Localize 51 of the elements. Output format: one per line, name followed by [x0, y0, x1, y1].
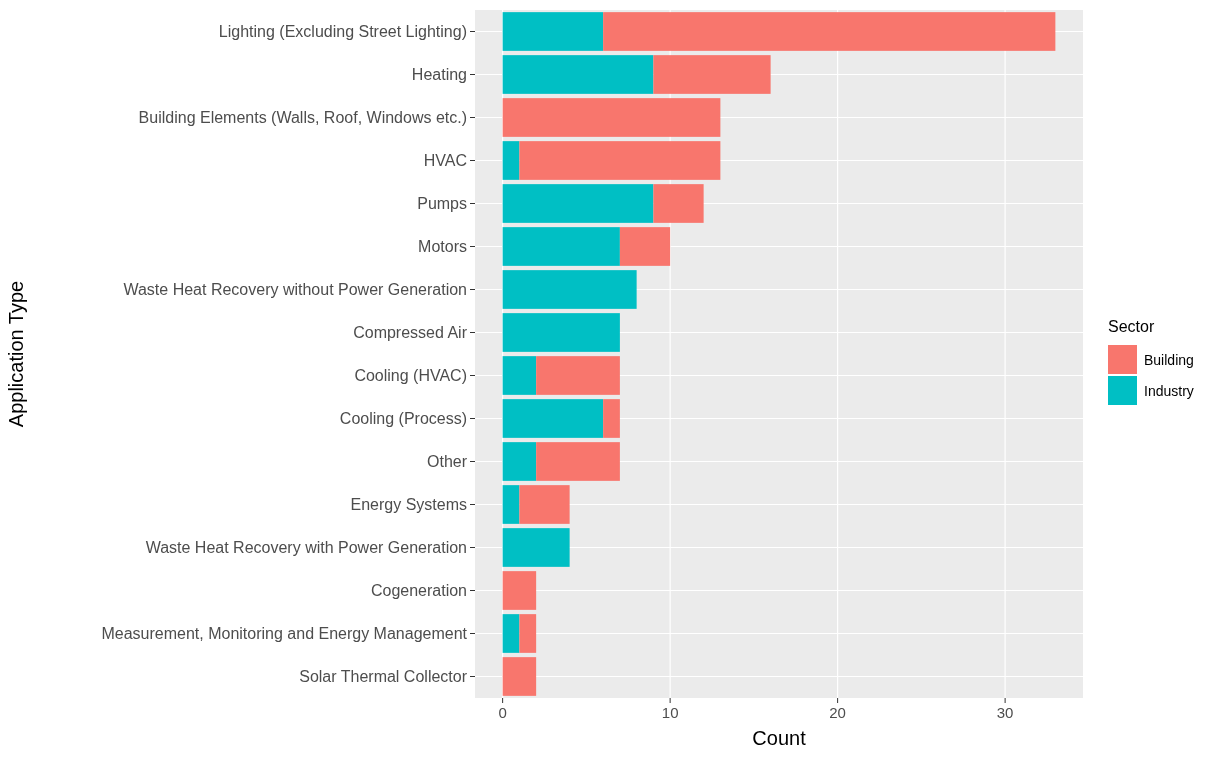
bar [653, 55, 771, 94]
x-tick-label: 20 [829, 704, 846, 721]
bar [502, 614, 520, 653]
bar [653, 184, 704, 223]
x-tick-label: 30 [996, 704, 1014, 721]
y-tick-label: Cooling (HVAC) [354, 367, 467, 385]
y-tick-label: Energy Systems [350, 496, 467, 514]
y-tick-label: Measurement, Monitoring and Energy Management [101, 625, 468, 643]
bar [502, 98, 721, 137]
legend-label: Industry [1144, 382, 1194, 399]
y-tick-label: Waste Heat Recovery without Power Generation [123, 281, 467, 299]
bar [519, 614, 537, 653]
bar [502, 356, 537, 395]
bar [502, 485, 520, 524]
y-tick-label: Other [426, 453, 468, 471]
bar [502, 12, 604, 51]
y-axis-title: Application Type [5, 280, 27, 428]
bar [502, 657, 537, 696]
y-tick-label: Cooling (Process) [339, 410, 467, 428]
bar [519, 141, 721, 180]
x-tick-label: 0 [498, 704, 507, 721]
y-tick-label: Waste Heat Recovery with Power Generation [145, 539, 467, 557]
bar [502, 313, 620, 352]
bar [619, 227, 671, 266]
bar [502, 270, 637, 309]
bar [536, 356, 620, 395]
legend-label: Building [1144, 351, 1194, 368]
bar [502, 184, 654, 223]
bar [536, 442, 620, 481]
bar [502, 55, 654, 94]
bar [502, 571, 537, 610]
bar [502, 528, 570, 567]
bar [603, 12, 1056, 51]
y-tick-label: Cogeneration [370, 582, 467, 600]
bar [502, 442, 537, 481]
x-tick-label: 10 [661, 704, 679, 721]
x-axis-title: Count [752, 727, 807, 749]
y-tick-label: Solar Thermal Collector [299, 668, 468, 686]
y-tick-label: Motors [418, 238, 467, 256]
y-tick-label: Pumps [417, 195, 467, 213]
y-tick-label: Building Elements (Walls, Roof, Windows etc.) [138, 109, 467, 127]
bar [502, 227, 620, 266]
y-tick-label: HVAC [423, 152, 467, 170]
legend-title: Sector [1108, 318, 1155, 335]
y-tick-label: Heating [411, 66, 467, 84]
bar [519, 485, 570, 524]
y-tick-label: Lighting (Excluding Street Lighting) [218, 23, 467, 41]
bar [502, 399, 604, 438]
bar [502, 141, 520, 180]
y-tick-label: Compressed Air [353, 324, 468, 342]
bar [603, 399, 620, 438]
